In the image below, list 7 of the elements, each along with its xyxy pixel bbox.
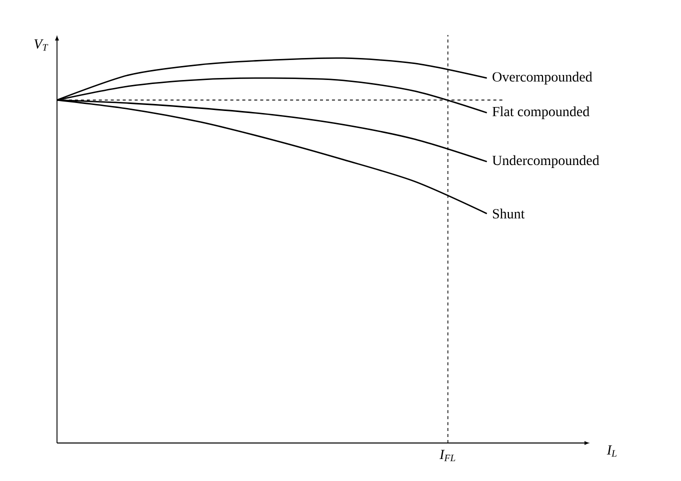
series-label: Undercompounded: [492, 155, 600, 168]
text: I$_{FL}$: [440, 450, 456, 462]
series-label: Flat compounded: [492, 106, 590, 120]
y-axis-title: V$_{T}$: [34, 39, 48, 51]
series-label: Overcompounded: [492, 72, 592, 84]
x-axis-title: I$_{L}$: [606, 445, 617, 457]
series-label: Shunt: [492, 208, 525, 219]
